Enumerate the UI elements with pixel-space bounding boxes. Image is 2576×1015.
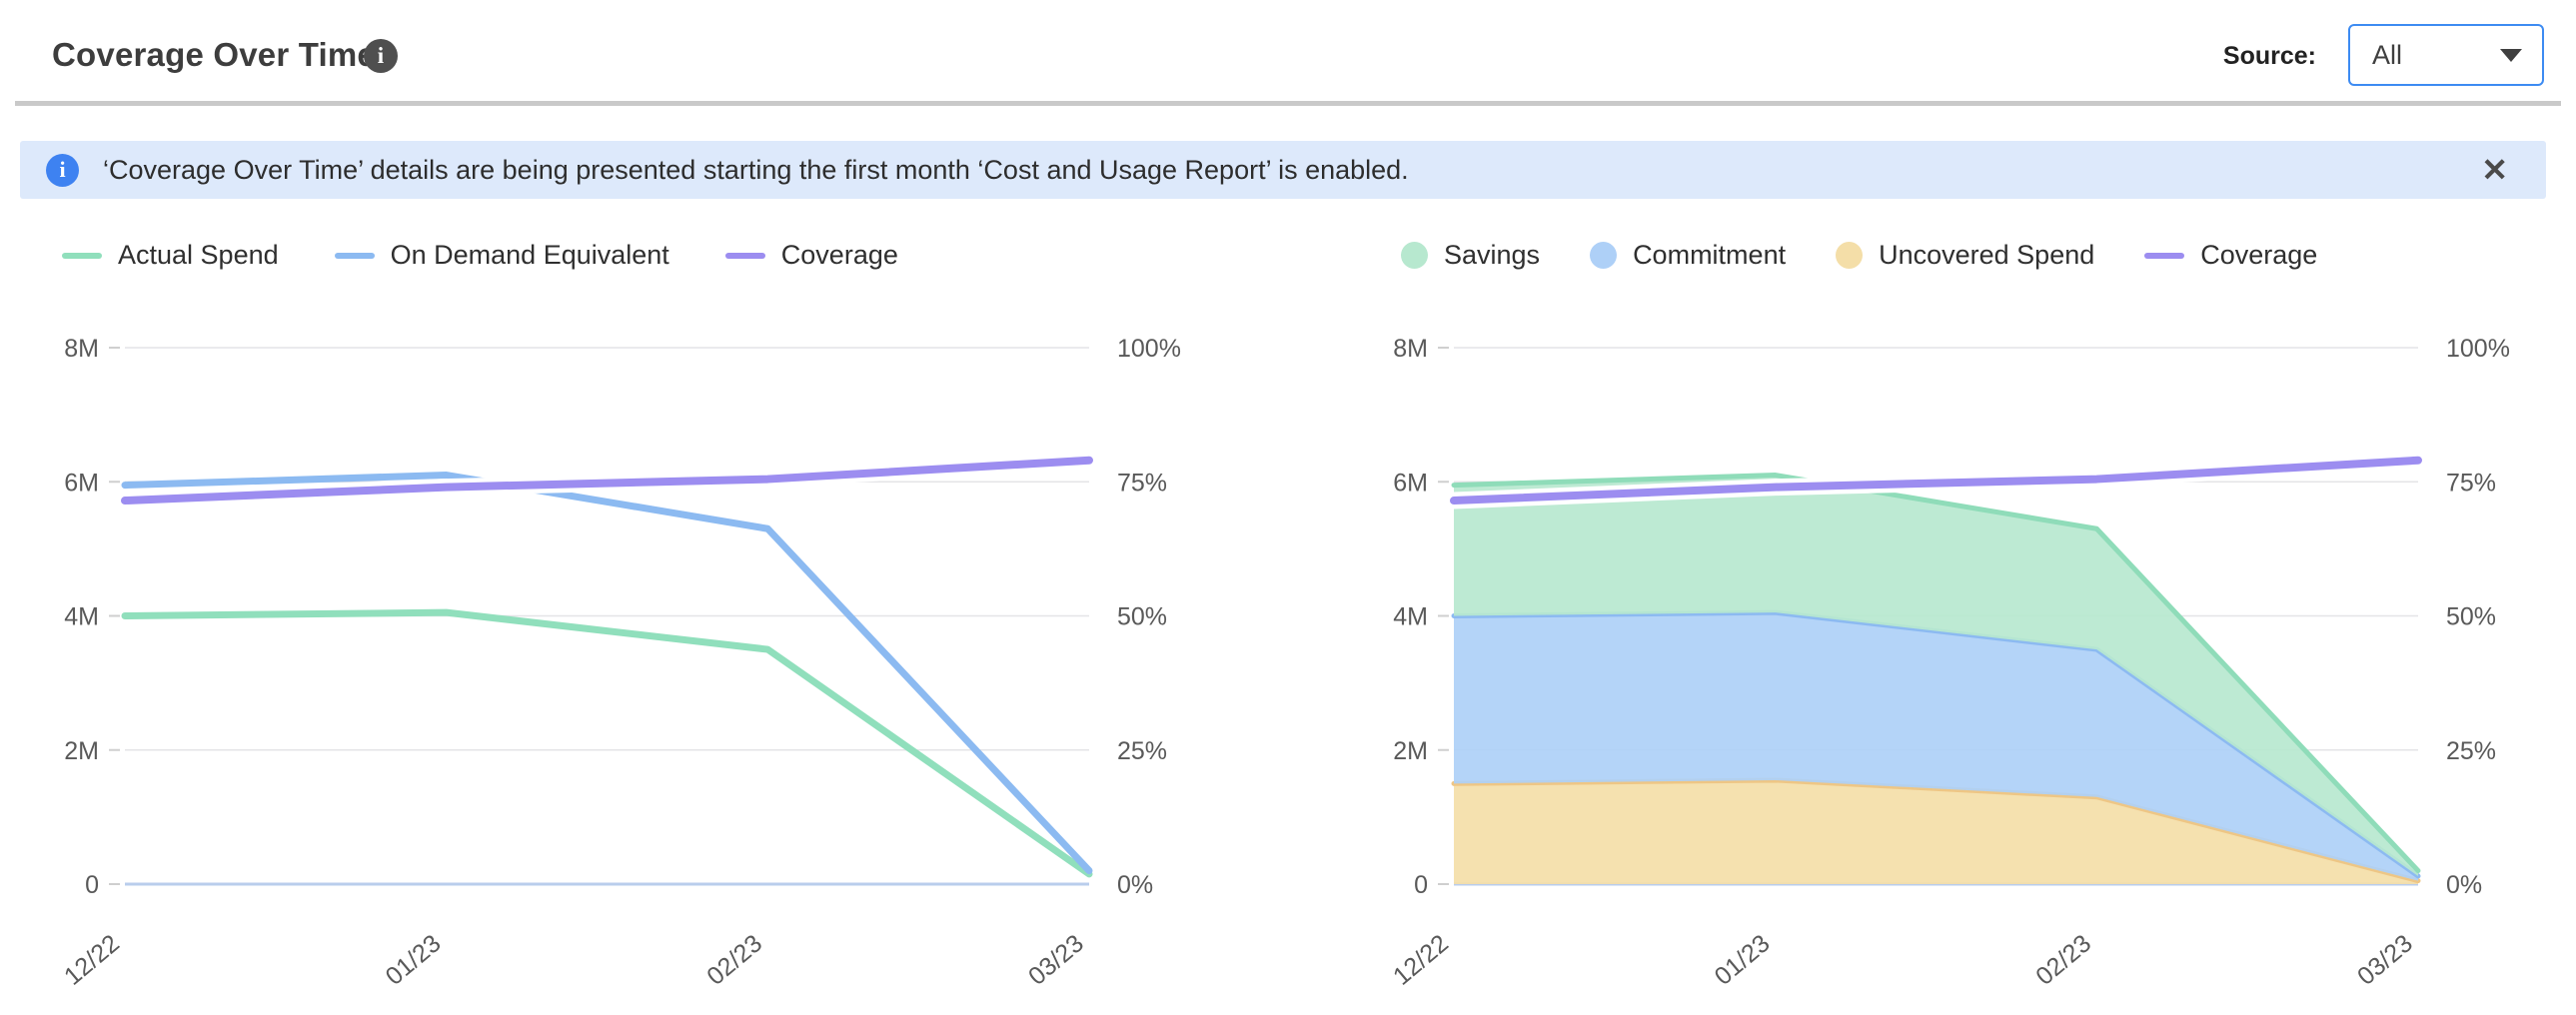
right-chart-legend: Savings Commitment Uncovered Spend Cover… — [1401, 240, 2317, 271]
line-actual-spend — [121, 608, 1093, 878]
legend-item-savings[interactable]: Savings — [1401, 240, 1540, 271]
y-axis-label-left: 2M — [1393, 737, 1428, 765]
chevron-down-icon — [2500, 48, 2522, 62]
y-axis-label-left: 6M — [64, 469, 99, 497]
y-axis-label-left: 0 — [1414, 871, 1428, 899]
title-info-icon[interactable]: i — [364, 39, 398, 73]
dot-swatch-icon — [1401, 242, 1428, 269]
legend-label: Coverage — [2200, 240, 2318, 270]
x-axis-label: 12/22 — [59, 929, 125, 991]
source-selected-value: All — [2372, 39, 2403, 70]
header-divider — [15, 101, 2561, 106]
line-coverage — [121, 456, 1093, 506]
area-commitment — [1454, 612, 2418, 881]
y-axis-label-right: 25% — [2446, 737, 2496, 765]
x-axis-label: 01/23 — [1710, 929, 1776, 991]
y-axis-label-right: 50% — [1117, 603, 1167, 631]
legend-item-uncovered-spend[interactable]: Uncovered Spend — [1836, 240, 2094, 271]
source-label: Source: — [2222, 42, 2316, 70]
legend-item-coverage[interactable]: Coverage — [2144, 240, 2317, 271]
x-axis-label: 01/23 — [381, 929, 447, 991]
area-edge-savings — [1451, 473, 2421, 874]
legend-label: Actual Spend — [118, 240, 279, 270]
x-axis-label: 12/22 — [1388, 929, 1454, 991]
widget-header: Coverage Over Time i Source: All — [0, 0, 2576, 100]
y-axis-label-right: 50% — [2446, 603, 2496, 631]
line-swatch-icon — [334, 252, 375, 259]
y-axis-label-left: 2M — [64, 737, 99, 765]
dot-swatch-icon — [1590, 242, 1618, 269]
legend-label: Commitment — [1633, 240, 1787, 270]
area-savings — [1454, 475, 2418, 876]
y-axis-label-right: 25% — [1117, 737, 1167, 765]
banner-message: ‘Coverage Over Time’ details are being p… — [103, 154, 1409, 185]
line-swatch-icon — [2144, 252, 2185, 259]
y-axis-label-left: 8M — [64, 335, 99, 363]
legend-item-actual-spend[interactable]: Actual Spend — [62, 240, 279, 271]
left-chart-legend: Actual Spend On Demand Equivalent Covera… — [62, 240, 898, 271]
banner-close-icon[interactable]: ✕ — [2481, 152, 2508, 188]
area-uncovered-spend — [1454, 779, 2418, 884]
x-axis-label: 02/23 — [2030, 929, 2096, 991]
x-axis-label: 02/23 — [701, 929, 767, 991]
info-icon-glyph: i — [377, 43, 385, 68]
banner-info-icon: i — [46, 153, 79, 187]
line-swatch-icon — [62, 252, 102, 259]
source-dropdown[interactable]: All — [2348, 24, 2544, 86]
line-on-demand-equivalent — [121, 472, 1093, 875]
line-swatch-icon — [724, 252, 765, 259]
y-axis-label-right: 100% — [2446, 335, 2510, 363]
y-axis-label-right: 75% — [2446, 469, 2496, 497]
y-axis-label-left: 4M — [64, 603, 99, 631]
y-axis-label-left: 0 — [85, 871, 99, 899]
legend-item-coverage[interactable]: Coverage — [724, 240, 898, 271]
legend-item-commitment[interactable]: Commitment — [1590, 240, 1786, 271]
info-icon-glyph: i — [59, 157, 66, 182]
y-axis-label-right: 0% — [2446, 871, 2482, 899]
x-axis-label: 03/23 — [1023, 929, 1089, 991]
area-edge-commitment — [1451, 609, 2421, 879]
dot-swatch-icon — [1836, 242, 1864, 269]
y-axis-label-left: 8M — [1393, 335, 1428, 363]
page-title: Coverage Over Time — [52, 36, 376, 73]
legend-label: On Demand Equivalent — [390, 240, 669, 270]
legend-label: Savings — [1444, 240, 1541, 270]
line-coverage — [1450, 456, 2422, 506]
y-axis-label-left: 4M — [1393, 603, 1428, 631]
y-axis-label-left: 6M — [1393, 469, 1428, 497]
y-axis-label-right: 100% — [1117, 335, 1181, 363]
legend-label: Coverage — [780, 240, 898, 270]
x-axis-label: 03/23 — [2352, 929, 2418, 991]
legend-item-on-demand-equivalent[interactable]: On Demand Equivalent — [334, 240, 669, 271]
info-banner: i ‘Coverage Over Time’ details are being… — [20, 141, 2546, 199]
y-axis-label-right: 75% — [1117, 469, 1167, 497]
legend-label: Uncovered Spend — [1879, 240, 2095, 270]
y-axis-label-right: 0% — [1117, 871, 1153, 899]
